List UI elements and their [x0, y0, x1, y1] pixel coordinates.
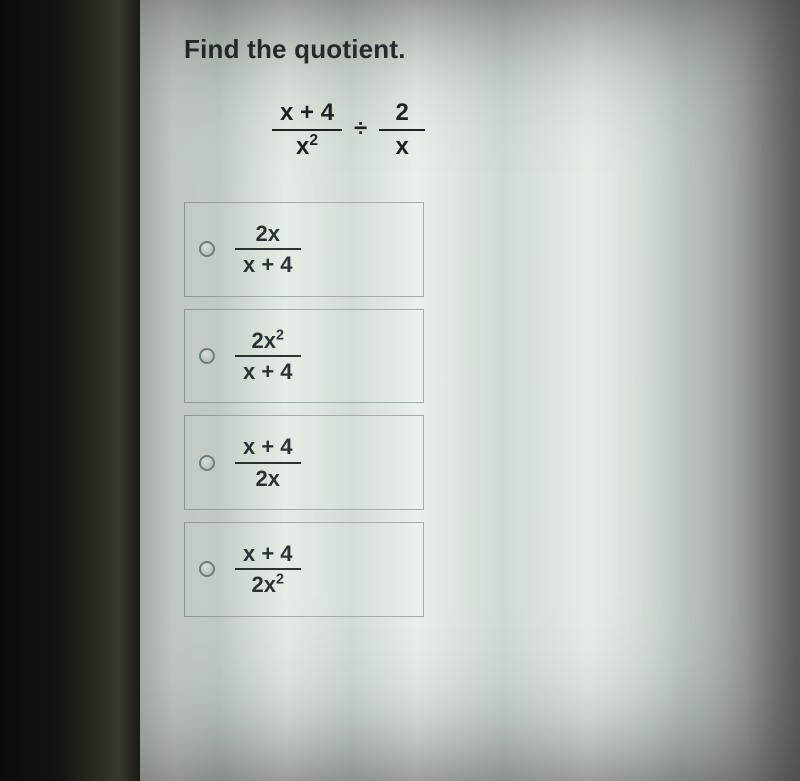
option-den-base: x + 4 [243, 359, 293, 384]
photo-left-margin [0, 0, 140, 781]
answer-option-4[interactable]: x + 4 2x2 [184, 522, 424, 617]
option-fraction: x + 4 2x2 [235, 539, 301, 600]
option-den-exp: 2 [276, 572, 284, 588]
option-denominator: 2x2 [244, 570, 292, 599]
expr-right-fraction: 2 x [379, 97, 425, 162]
radio-icon[interactable] [199, 241, 215, 257]
option-numerator: 2x [248, 219, 288, 248]
radio-icon[interactable] [199, 561, 215, 577]
radio-icon[interactable] [199, 455, 215, 471]
option-den-base: 2x [252, 572, 276, 597]
option-numerator: x + 4 [235, 539, 301, 568]
option-numerator: 2x2 [244, 326, 292, 355]
division-operator: ÷ [342, 115, 379, 145]
answer-option-1[interactable]: 2x x + 4 [184, 202, 424, 297]
option-num-base: x + 4 [243, 541, 293, 566]
option-num-exp: 2 [276, 327, 284, 343]
option-denominator: 2x [248, 464, 288, 493]
option-den-base: x + 4 [243, 252, 293, 277]
answer-option-2[interactable]: 2x2 x + 4 [184, 309, 424, 404]
expr-left-denominator: x2 [288, 131, 326, 163]
question-card: Find the quotient. x + 4 x2 ÷ 2 x 2x [140, 0, 800, 781]
question-expression: x + 4 x2 ÷ 2 x [272, 97, 770, 162]
option-fraction: 2x2 x + 4 [235, 326, 301, 387]
option-num-base: x + 4 [243, 434, 293, 459]
option-num-base: 2x [252, 328, 276, 353]
expr-left-den-base: x [296, 133, 309, 160]
expr-left-numerator: x + 4 [272, 97, 342, 129]
question-prompt: Find the quotient. [184, 34, 770, 65]
option-numerator: x + 4 [235, 432, 301, 461]
option-fraction: 2x x + 4 [235, 219, 301, 280]
expr-right-denominator: x [388, 131, 417, 163]
expr-left-den-exp: 2 [309, 132, 318, 149]
option-den-base: 2x [256, 466, 280, 491]
expr-left-fraction: x + 4 x2 [272, 97, 342, 162]
radio-icon[interactable] [199, 348, 215, 364]
option-num-base: 2x [256, 221, 280, 246]
answer-options: 2x x + 4 2x2 x + 4 [184, 202, 424, 616]
option-fraction: x + 4 2x [235, 432, 301, 493]
option-denominator: x + 4 [235, 250, 301, 279]
answer-option-3[interactable]: x + 4 2x [184, 415, 424, 510]
option-denominator: x + 4 [235, 357, 301, 386]
expr-right-numerator: 2 [388, 97, 417, 129]
